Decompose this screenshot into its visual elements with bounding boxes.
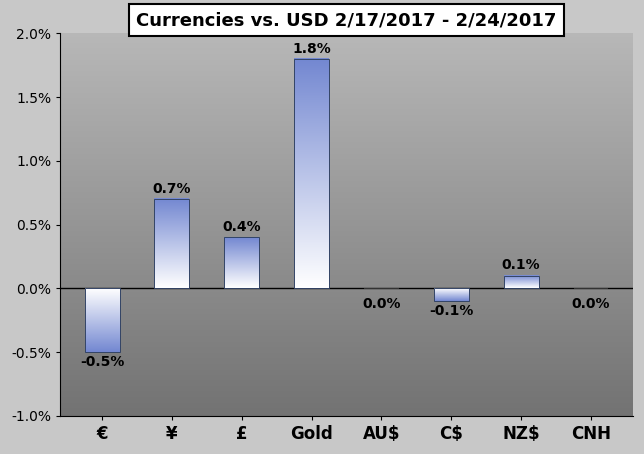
Text: 0.0%: 0.0% — [362, 296, 401, 311]
Text: 1.8%: 1.8% — [292, 42, 331, 56]
Text: -0.5%: -0.5% — [80, 355, 124, 369]
Text: 0.1%: 0.1% — [502, 258, 540, 272]
Bar — [155, 199, 189, 288]
Bar — [504, 276, 538, 288]
Title: Currencies vs. USD 2/17/2017 - 2/24/2017: Currencies vs. USD 2/17/2017 - 2/24/2017 — [137, 11, 556, 29]
Bar — [294, 59, 329, 288]
Text: -0.1%: -0.1% — [429, 304, 473, 318]
Text: 0.4%: 0.4% — [222, 220, 261, 234]
Bar — [364, 288, 399, 289]
Text: 0.7%: 0.7% — [153, 182, 191, 196]
Bar — [224, 237, 259, 288]
Bar — [574, 288, 609, 289]
Bar — [434, 288, 469, 301]
Bar — [84, 288, 120, 352]
Text: 0.0%: 0.0% — [572, 296, 611, 311]
